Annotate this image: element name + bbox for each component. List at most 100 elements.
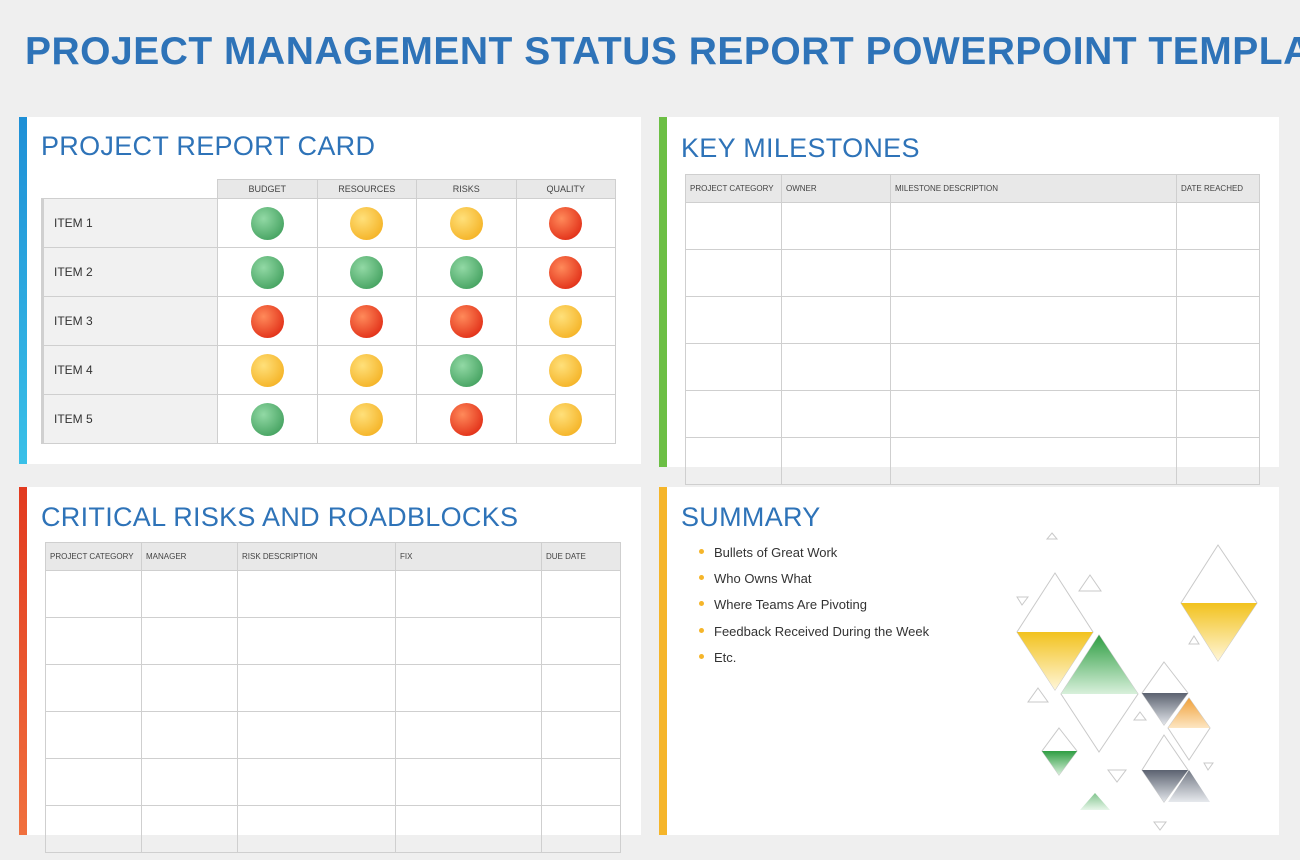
column-header: OWNER — [781, 174, 891, 203]
status-cell — [217, 247, 318, 297]
table-cell[interactable] — [781, 296, 891, 344]
table-header-row: PROJECT CATEGORY OWNER MILESTONE DESCRIPTI… — [685, 174, 1260, 203]
table-cell[interactable] — [781, 343, 891, 391]
status-cell — [217, 296, 318, 346]
table-cell[interactable] — [395, 570, 542, 618]
table-cell[interactable] — [395, 805, 542, 853]
status-indicator-yellow — [350, 402, 384, 436]
table-cell[interactable] — [395, 711, 542, 759]
status-indicator-red — [250, 304, 284, 338]
table-cell[interactable] — [395, 758, 542, 806]
table-cell[interactable] — [781, 390, 891, 438]
table-cell[interactable] — [685, 249, 782, 297]
report-card-row: ITEM 2 — [41, 247, 616, 297]
table-cell[interactable] — [141, 617, 238, 665]
panel-accent-bar — [19, 487, 27, 835]
status-cell — [515, 296, 616, 346]
status-indicator-red — [549, 255, 583, 289]
table-row — [45, 805, 621, 853]
table-cell[interactable] — [45, 570, 142, 618]
status-cell — [416, 198, 517, 248]
summary-title: SUMMARY — [681, 502, 821, 532]
table-cell[interactable] — [1176, 343, 1260, 391]
table-row — [45, 664, 621, 712]
table-cell[interactable] — [781, 437, 891, 485]
panel-accent-bar — [659, 117, 667, 467]
status-cell — [316, 296, 417, 346]
table-cell[interactable] — [141, 664, 238, 712]
column-header-resources: RESOURCES — [316, 179, 417, 199]
table-cell[interactable] — [890, 390, 1177, 438]
table-cell[interactable] — [890, 202, 1177, 250]
table-cell[interactable] — [781, 202, 891, 250]
status-cell — [515, 198, 616, 248]
table-cell[interactable] — [237, 711, 396, 759]
table-row — [685, 249, 1260, 297]
table-cell[interactable] — [141, 711, 238, 759]
table-cell[interactable] — [1176, 249, 1260, 297]
table-cell[interactable] — [890, 437, 1177, 485]
status-indicator-red — [449, 304, 483, 338]
status-indicator-green — [250, 402, 284, 436]
table-cell[interactable] — [45, 617, 142, 665]
table-cell[interactable] — [141, 570, 238, 618]
status-cell — [416, 394, 517, 444]
table-cell[interactable] — [237, 570, 396, 618]
table-cell[interactable] — [685, 437, 782, 485]
report-card-row: ITEM 1 — [41, 198, 616, 248]
table-cell[interactable] — [890, 296, 1177, 344]
table-cell[interactable] — [890, 249, 1177, 297]
summary-bullet: Feedback Received During the Week — [690, 624, 929, 650]
table-cell[interactable] — [45, 664, 142, 712]
item-label: ITEM 2 — [41, 247, 218, 297]
status-indicator-yellow — [449, 206, 483, 240]
table-cell[interactable] — [541, 805, 621, 853]
column-header: DATE REACHED — [1176, 174, 1260, 203]
status-cell — [416, 345, 517, 395]
table-cell[interactable] — [237, 664, 396, 712]
table-cell[interactable] — [685, 296, 782, 344]
status-cell — [515, 345, 616, 395]
table-cell[interactable] — [45, 758, 142, 806]
table-cell[interactable] — [141, 758, 238, 806]
column-header-quality: QUALITY — [515, 179, 616, 199]
table-cell[interactable] — [685, 343, 782, 391]
status-cell — [316, 394, 417, 444]
table-cell[interactable] — [237, 758, 396, 806]
status-indicator-yellow — [549, 402, 583, 436]
column-header: DUE DATE — [541, 542, 621, 571]
table-cell[interactable] — [685, 202, 782, 250]
table-cell[interactable] — [1176, 296, 1260, 344]
report-card-header-row: BUDGET RESOURCES RISKS QUALITY — [42, 179, 616, 199]
table-cell[interactable] — [1176, 437, 1260, 485]
column-header: PROJECT CATEGORY — [685, 174, 782, 203]
table-cell[interactable] — [541, 617, 621, 665]
table-cell[interactable] — [685, 390, 782, 438]
table-cell[interactable] — [141, 805, 238, 853]
table-cell[interactable] — [45, 711, 142, 759]
summary-bullet: Who Owns What — [690, 571, 929, 597]
table-cell[interactable] — [541, 664, 621, 712]
table-cell[interactable] — [1176, 202, 1260, 250]
column-header: MILESTONE DESCRIPTION — [890, 174, 1177, 203]
table-cell[interactable] — [781, 249, 891, 297]
summary-bullet: Where Teams Are Pivoting — [690, 597, 929, 623]
table-cell[interactable] — [237, 805, 396, 853]
table-cell[interactable] — [45, 805, 142, 853]
table-row — [685, 343, 1260, 391]
status-cell — [217, 198, 318, 248]
table-cell[interactable] — [890, 343, 1177, 391]
table-cell[interactable] — [395, 617, 542, 665]
table-cell[interactable] — [237, 617, 396, 665]
table-cell[interactable] — [541, 711, 621, 759]
table-cell[interactable] — [395, 664, 542, 712]
table-cell[interactable] — [541, 758, 621, 806]
table-row — [45, 711, 621, 759]
table-cell[interactable] — [1176, 390, 1260, 438]
item-label: ITEM 3 — [41, 296, 218, 346]
item-label: ITEM 4 — [41, 345, 218, 395]
table-cell[interactable] — [541, 570, 621, 618]
status-cell — [416, 247, 517, 297]
decorative-triangles-graphic — [1016, 532, 1258, 831]
status-cell — [316, 247, 417, 297]
